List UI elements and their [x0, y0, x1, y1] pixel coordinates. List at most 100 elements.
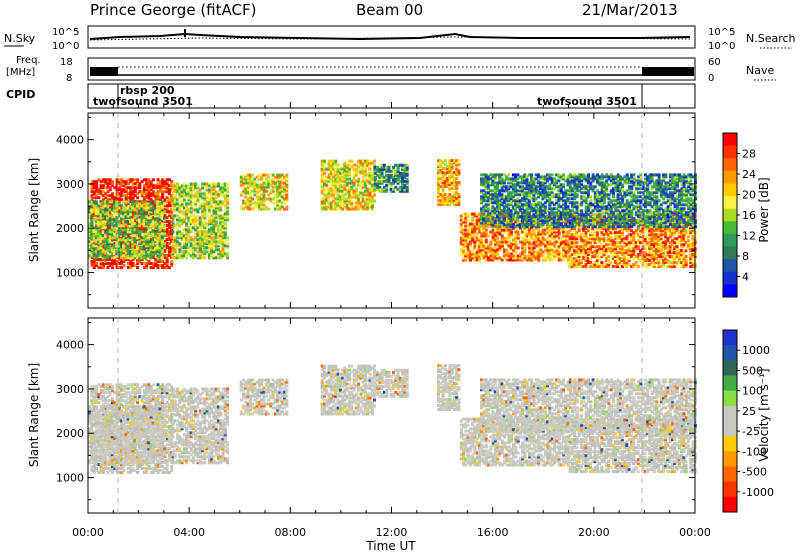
- power-cell: [104, 248, 108, 252]
- power-cell: [165, 190, 169, 194]
- power-cell: [152, 184, 155, 188]
- power-cell: [124, 196, 128, 200]
- power-cell: [323, 159, 326, 163]
- power-cell: [133, 218, 137, 222]
- power-cell: [152, 178, 155, 182]
- power-cell: [147, 208, 151, 212]
- power-cell: [161, 228, 165, 232]
- power-cell: [405, 177, 409, 181]
- power-cell: [163, 182, 167, 186]
- power-cell: [443, 159, 447, 163]
- power-cell: [131, 190, 135, 194]
- power-cell: [167, 198, 171, 202]
- power-cell: [95, 258, 99, 261]
- power-cell: [117, 188, 121, 192]
- power-cell: [115, 210, 119, 214]
- power-cell: [163, 256, 167, 259]
- power-cell: [634, 261, 638, 265]
- power-cell: [466, 218, 470, 222]
- power-cell: [104, 192, 108, 196]
- station-title: Prince George (fitACF): [90, 1, 256, 19]
- power-cell: [115, 260, 119, 263]
- noise-search-label: N.Search: [746, 32, 796, 45]
- power-cell: [92, 214, 96, 218]
- power-cell: [131, 216, 135, 220]
- power-cell: [165, 184, 169, 188]
- power-cell: [136, 178, 140, 182]
- power-cell: [126, 236, 130, 240]
- power-cell: [350, 199, 354, 203]
- power-cell: [163, 216, 167, 220]
- power-cell: [92, 180, 96, 184]
- power-cell: [131, 196, 135, 200]
- power-cell: [226, 252, 230, 256]
- power-cell: [115, 186, 119, 190]
- power-cell: [117, 200, 121, 204]
- power-cell: [120, 180, 124, 184]
- power-cell: [152, 254, 155, 257]
- power-cell: [167, 246, 171, 250]
- power-cell: [133, 210, 137, 214]
- power-cell: [117, 254, 121, 257]
- power-cell: [124, 226, 128, 230]
- power-cell: [92, 260, 96, 263]
- power-cell: [108, 178, 112, 182]
- power-cell: [120, 246, 124, 250]
- power-cell: [111, 266, 114, 269]
- power-cell: [170, 228, 174, 232]
- power-cell: [167, 192, 171, 196]
- power-cell: [165, 254, 169, 257]
- power-cell: [161, 202, 165, 206]
- power-cell: [131, 194, 135, 198]
- power-cell: [167, 252, 171, 255]
- power-cell: [196, 184, 200, 188]
- power-cell: [95, 190, 99, 194]
- power-cell: [90, 220, 94, 224]
- power-cell: [149, 198, 153, 202]
- power-cell: [142, 178, 146, 182]
- power-cell: [122, 252, 126, 255]
- power-cell: [115, 194, 119, 198]
- power-cell: [95, 214, 99, 218]
- power-cell: [167, 200, 171, 204]
- power-cell: [334, 159, 338, 163]
- power-cell: [145, 194, 149, 198]
- power-cell: [165, 200, 169, 204]
- power-cell: [138, 238, 142, 242]
- power-cell: [113, 186, 117, 190]
- power-cell: [165, 208, 169, 212]
- power-cell: [90, 250, 94, 253]
- power-cell: [90, 184, 94, 188]
- power-cell: [120, 266, 124, 269]
- power-cell: [140, 190, 144, 194]
- noise-sky-trace: [89, 32, 691, 41]
- power-cell: [104, 228, 108, 232]
- power-cell: [129, 178, 133, 182]
- power-cell: [142, 210, 146, 214]
- power-cell: [158, 180, 162, 184]
- power-cell: [111, 202, 114, 206]
- power-cell: [106, 184, 110, 188]
- power-cell: [129, 246, 133, 250]
- power-cell: [223, 222, 227, 226]
- power-cell: [90, 188, 94, 192]
- power-cell: [124, 248, 128, 252]
- freq-unit-label: [MHz]: [6, 67, 35, 78]
- power-cell: [165, 266, 169, 269]
- power-cell: [140, 200, 144, 204]
- noise-right-tick-top: 10^5: [708, 27, 735, 38]
- power-cell: [104, 218, 108, 222]
- power-cell: [167, 222, 171, 226]
- power-cell: [117, 204, 121, 208]
- power-cell: [92, 258, 96, 261]
- power-cell: [173, 194, 177, 198]
- power-cell: [170, 262, 174, 265]
- power-cell: [115, 184, 119, 188]
- power-cell: [158, 238, 162, 242]
- power-cell: [122, 194, 126, 198]
- power-cell: [140, 228, 144, 232]
- power-cell: [113, 260, 117, 263]
- power-cell: [140, 202, 144, 206]
- power-cell: [165, 242, 169, 246]
- power-cell: [120, 262, 124, 265]
